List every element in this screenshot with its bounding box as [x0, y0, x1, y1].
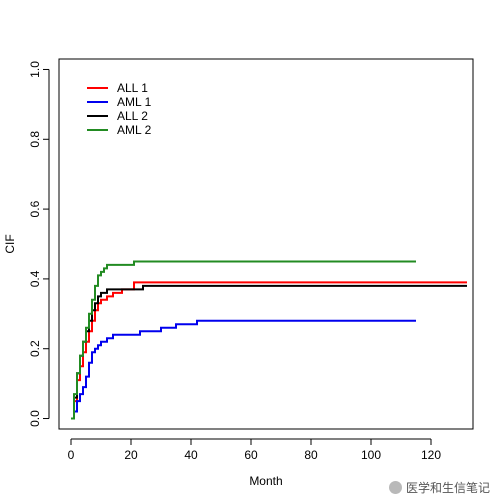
y-tick-label: 0.0: [28, 410, 42, 427]
series-line-all-2: [71, 284, 467, 420]
y-tick-label: 0.6: [28, 200, 42, 217]
x-axis-label: Month: [249, 474, 282, 488]
watermark: 医学和生信笔记: [388, 479, 490, 496]
x-tick-label: 60: [244, 448, 258, 462]
series-line-aml-2: [71, 260, 416, 420]
y-tick-label: 0.4: [28, 270, 42, 287]
legend-label-all-2: ALL 2: [117, 109, 148, 123]
y-tick-label: 1.0: [28, 61, 42, 78]
y-tick-label: 0.2: [28, 340, 42, 357]
y-tick-label: 0.8: [28, 131, 42, 148]
x-tick-label: 20: [124, 448, 138, 462]
series-lines: [71, 260, 467, 420]
x-tick-label: 80: [304, 448, 318, 462]
legend-label-all-1: ALL 1: [117, 81, 148, 95]
axes: 0 20 40 60 80 100 120 0.0 0.2 0.4 0.6 0.8 1.0: [28, 58, 474, 462]
series-line-aml-1: [71, 319, 416, 420]
wechat-icon: [388, 481, 402, 494]
y-axis-label: CIF: [3, 234, 17, 253]
x-tick-label: 40: [184, 448, 198, 462]
series-line-all-1: [71, 281, 467, 420]
x-tick-label: 100: [361, 448, 381, 462]
plot-frame: [58, 58, 474, 430]
x-tick-label: 0: [68, 448, 75, 462]
legend-label-aml-2: AML 2: [117, 123, 152, 137]
watermark-text: 医学和生信笔记: [405, 481, 490, 495]
legend-label-aml-1: AML 1: [117, 95, 152, 109]
x-tick-label: 120: [421, 448, 441, 462]
